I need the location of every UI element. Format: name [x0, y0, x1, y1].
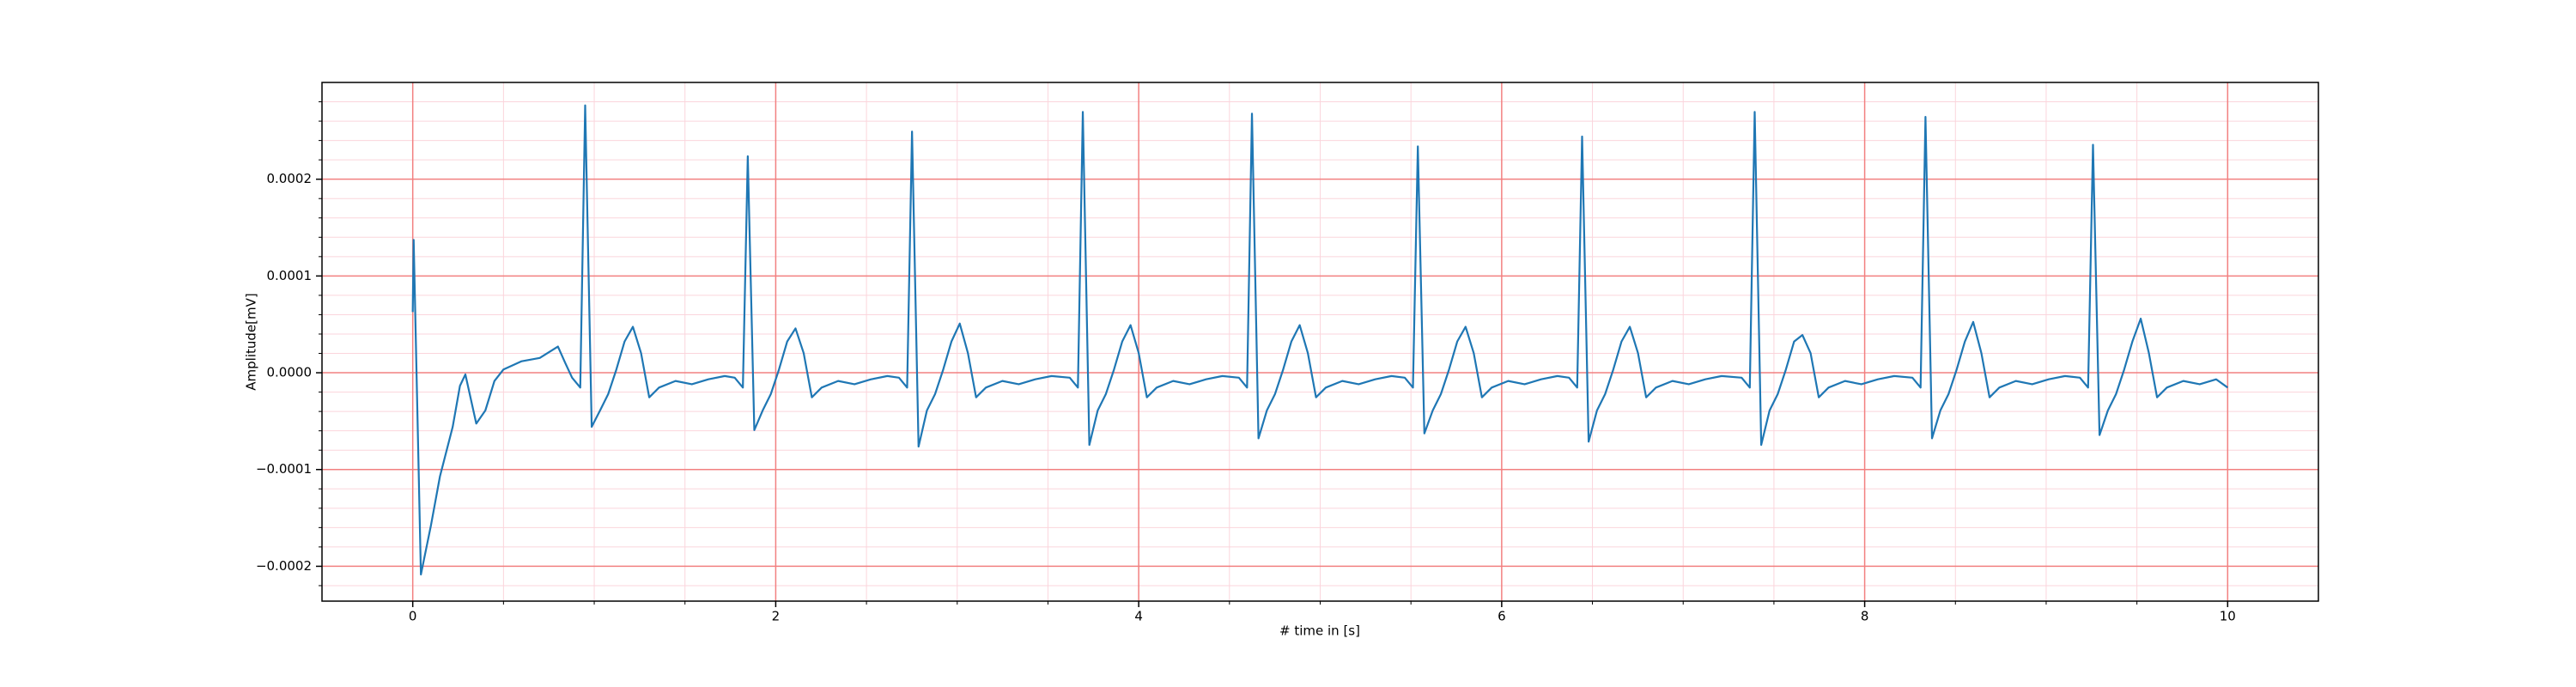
y-tick-label: 0.0001 [267, 268, 313, 283]
y-axis-label: Amplitude[mV] [244, 293, 259, 390]
y-tick-label: 0.0000 [267, 365, 313, 380]
x-tick-label: 10 [2220, 609, 2236, 624]
x-tick-label: 6 [1498, 609, 1506, 624]
y-tick-label: −0.0002 [256, 558, 312, 574]
ecg-line [411, 104, 2228, 576]
y-tick-label: −0.0001 [256, 461, 312, 477]
y-tick-label: 0.0002 [267, 171, 313, 186]
x-tick-label: 8 [1861, 609, 1869, 624]
x-axis-label: # time in [s] [1279, 623, 1360, 639]
x-tick-label: 0 [409, 609, 417, 624]
x-tick-label: 4 [1134, 609, 1143, 624]
plot-frame [321, 82, 2319, 602]
x-tick-label: 2 [772, 609, 781, 624]
